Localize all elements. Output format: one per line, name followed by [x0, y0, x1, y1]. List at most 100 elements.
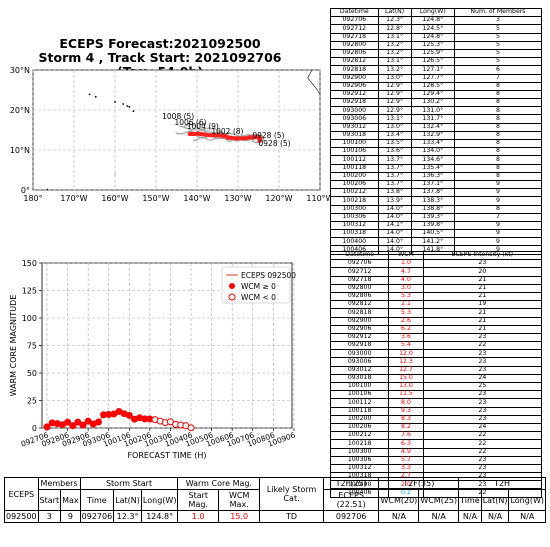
- track-point: [188, 132, 192, 136]
- wcm-table-cell: 5.7: [388, 455, 424, 465]
- summary-sub-wcm25: WCM(25): [418, 489, 460, 511]
- wcm-table-cell: 5.3: [388, 291, 424, 302]
- wcm-table-row: 100106 11.5 23: [329, 390, 543, 400]
- summary-cell-members-max: 9: [60, 510, 81, 523]
- track-table-cell: 13.6°: [377, 147, 412, 157]
- wcm-table-row: 100200 8.3 23: [329, 414, 543, 424]
- wcm-table-cell: 21: [422, 316, 543, 326]
- wcm-table-cell: 22: [422, 431, 543, 441]
- track-table-cell: 092912: [330, 89, 379, 100]
- summary-sub-eceps-2251: ECEPS (22.51): [322, 489, 380, 511]
- track-table-cell: 137.8°: [410, 188, 455, 198]
- summary-sub-wcm-max: WCM Max.: [218, 489, 261, 511]
- track-table-cell: 6: [453, 65, 543, 75]
- track-table-cell: 092818: [330, 65, 379, 75]
- wcm-table-row: 092918 5.4 22: [329, 341, 543, 351]
- island: [114, 101, 116, 103]
- wcm-table-row: 093000 12.0 23: [329, 349, 543, 359]
- wcm-table-cell: 092818: [329, 308, 390, 318]
- summary-t2f35-header: T2F(35): [378, 477, 460, 490]
- track-table-cell: 13.1°: [377, 57, 412, 67]
- track-table-cell: 8: [453, 81, 543, 91]
- track-table-cell: 9: [453, 188, 543, 198]
- legend-hollow-marker: [228, 293, 236, 301]
- wcm-table-cell: 23: [422, 390, 543, 400]
- wcm-table-row: 100212 7.6 22: [329, 431, 543, 441]
- map-frame: [32, 69, 321, 191]
- track-table-cell: 8: [453, 98, 543, 108]
- wcm-point: [79, 421, 87, 429]
- summary-t2f25-header: T2F(25): [322, 477, 380, 490]
- wcm-table-cell: 092712: [329, 267, 390, 277]
- track-table-cell: 14.0°: [377, 237, 412, 247]
- summary-sub-time: Time: [79, 489, 115, 511]
- track-table-row: 100106 13.6° 134.0° 8: [330, 147, 543, 157]
- summary-sub-wcm20: WCM(20): [378, 489, 420, 511]
- wcm-table-cell: 23: [422, 365, 543, 375]
- warm-core-chart: 0255075100125150092706092806092906093006…: [9, 259, 297, 460]
- wcm-table-cell: 100218: [329, 439, 390, 449]
- track-table-cell: 12.3°: [377, 16, 412, 26]
- wcm-table: Datetime WCM ECEPS Intensity (kt) 092706 1.…: [329, 250, 543, 498]
- track-table-cell: 9: [453, 237, 543, 247]
- track-table-cell: 7: [453, 73, 543, 83]
- wcm-yaxis-label: WARM CORE MAGNITUDE: [9, 295, 18, 397]
- track-table-cell: 093018: [330, 130, 379, 141]
- track-table-cell: 9: [453, 220, 543, 231]
- wcm-table-cell: 092706: [329, 259, 390, 269]
- wcm-ytick-label: 75: [27, 342, 37, 351]
- track-table-cell: 124.8°: [410, 16, 455, 26]
- wcm-table-cell: 100112: [329, 398, 390, 408]
- wcm-table-cell: 5.3: [388, 308, 424, 318]
- wcm-ytick-label: 25: [27, 397, 37, 406]
- wcm-table-cell: 11.5: [388, 390, 424, 400]
- member-label: 1004 (9): [187, 122, 219, 131]
- track-point: [248, 135, 252, 139]
- wcm-table-cell: 6.2: [388, 324, 424, 334]
- wcm-table-row: 092706 1.0 23: [329, 259, 543, 269]
- track-table-cell: 8: [453, 122, 543, 132]
- track-table-cell: 138.8°: [410, 204, 455, 214]
- wcm-table-row: 100118 9.3 23: [329, 406, 543, 416]
- coastline: [307, 69, 321, 95]
- wcm-table-cell: 24: [422, 422, 543, 433]
- map-lon-tick: 110°W: [306, 194, 330, 203]
- wcm-table-row: 100306 5.7 23: [329, 455, 543, 465]
- wcm-point: [84, 417, 92, 425]
- track-table-cell: 100318: [330, 229, 379, 239]
- wcm-table-cell: 8.2: [388, 422, 424, 433]
- track-table-cell: 3: [453, 16, 543, 26]
- map-lon-tick: 170°W: [60, 194, 87, 203]
- summary-sub-max: Max: [60, 489, 81, 511]
- map-lon-tick: 180°: [23, 194, 42, 203]
- track-table-cell: 092812: [330, 57, 379, 67]
- wcm-table-row: 092806 5.3 21: [329, 291, 543, 302]
- wcm-table-cell: 21: [422, 308, 543, 318]
- track-table-cell: 5: [453, 57, 543, 67]
- wcm-point: [187, 424, 195, 432]
- wcm-table-cell: 4.7: [388, 267, 424, 277]
- track-table-cell: 092800: [330, 40, 379, 50]
- wcm-table-row: 100206 8.2 24: [329, 422, 543, 433]
- legend-filled-marker: [229, 283, 235, 289]
- wcm-table-row: 100300 4.9 22: [329, 447, 543, 457]
- legend-label-wcm-pos: WCM ≥ 0: [241, 282, 276, 291]
- wcm-table-cell: 2.1: [388, 300, 424, 310]
- summary-sub-start: Start: [37, 489, 62, 511]
- summary-table: ECEPS Members Storm Start Warm Core Mag.…: [4, 477, 546, 523]
- summary-sub-start-mag: Start Mag.: [177, 489, 220, 511]
- summary-cell-t2f35-wcm25: N/A: [418, 510, 460, 523]
- wcm-table-row: 092900 2.6 21: [329, 316, 543, 326]
- track-table-cell: 9: [453, 179, 543, 190]
- track-table-cell: 100206: [330, 179, 379, 190]
- track-table-cell: 093006: [330, 114, 379, 124]
- track-point: [238, 136, 243, 140]
- track-table-cell: 100400: [330, 237, 379, 247]
- wcm-table-cell: 12.7: [388, 365, 424, 375]
- track-table-cell: 13.0°: [377, 73, 412, 83]
- wcm-table-row: 100112 8.0 23: [329, 398, 543, 408]
- track-point: [229, 136, 233, 140]
- member-label: 0928 (5): [252, 131, 284, 140]
- wcm-point: [43, 423, 51, 431]
- summary-eceps-header: ECEPS: [4, 477, 39, 511]
